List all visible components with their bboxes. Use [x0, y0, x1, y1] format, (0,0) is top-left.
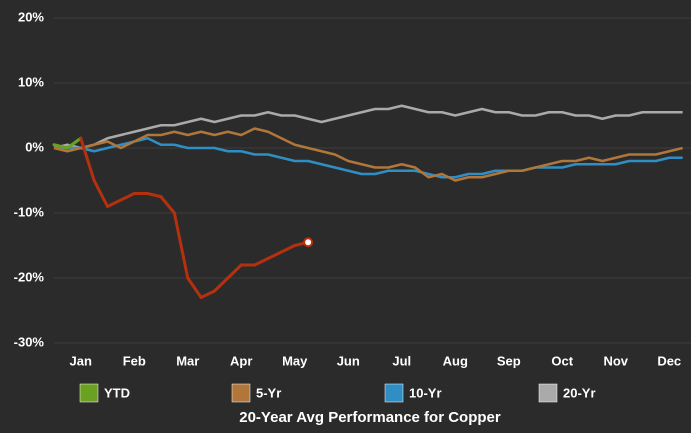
line-segment [199, 289, 216, 299]
chart-title: 20-Year Avg Performance for Copper [239, 409, 501, 426]
legend-label: 10-Yr [409, 385, 442, 400]
x-tick-label: Dec [657, 353, 681, 368]
x-tick-label: Feb [123, 353, 146, 368]
x-tick-label: Aug [443, 353, 468, 368]
line-segment [146, 192, 163, 199]
y-tick-label: 10% [18, 74, 44, 89]
line-segment [65, 136, 83, 150]
line-segment [266, 250, 283, 260]
end-marker [303, 237, 314, 248]
legend-swatch [538, 383, 558, 403]
y-tick-label: -20% [14, 269, 45, 284]
y-tick-label: -10% [14, 204, 45, 219]
series-line [53, 127, 683, 182]
x-tick-label: Oct [551, 353, 573, 368]
x-tick-label: Sep [497, 353, 521, 368]
y-tick-label: 0% [25, 139, 44, 154]
line-segment [52, 143, 69, 150]
x-tick-label: Mar [176, 353, 199, 368]
x-tick-label: May [282, 353, 308, 368]
line-segment [119, 192, 136, 202]
line-segment [279, 244, 297, 254]
line-segment [213, 276, 230, 293]
y-tick-label: 20% [18, 9, 44, 24]
series-line [53, 104, 683, 150]
y-tick-label: -30% [14, 334, 45, 349]
line-segment [253, 257, 270, 267]
series-line [54, 137, 683, 179]
line-segment [159, 195, 176, 215]
legend-swatch [231, 383, 251, 403]
line-segment [226, 263, 243, 280]
line-segment [92, 179, 109, 208]
legend-label: 20-Yr [563, 385, 596, 400]
legend-label: 5-Yr [256, 385, 281, 400]
legend-swatch [384, 383, 404, 403]
line-segment [79, 136, 96, 182]
x-tick-label: Jun [337, 353, 360, 368]
line-segment [172, 211, 190, 280]
line-segment [106, 198, 123, 208]
legend-label: YTD [104, 385, 130, 400]
line-segment [186, 276, 203, 299]
x-tick-label: Nov [603, 353, 628, 368]
x-tick-label: Apr [230, 353, 252, 368]
x-tick-label: Jan [70, 353, 92, 368]
legend-swatch [79, 383, 99, 403]
x-tick-label: Jul [392, 353, 411, 368]
